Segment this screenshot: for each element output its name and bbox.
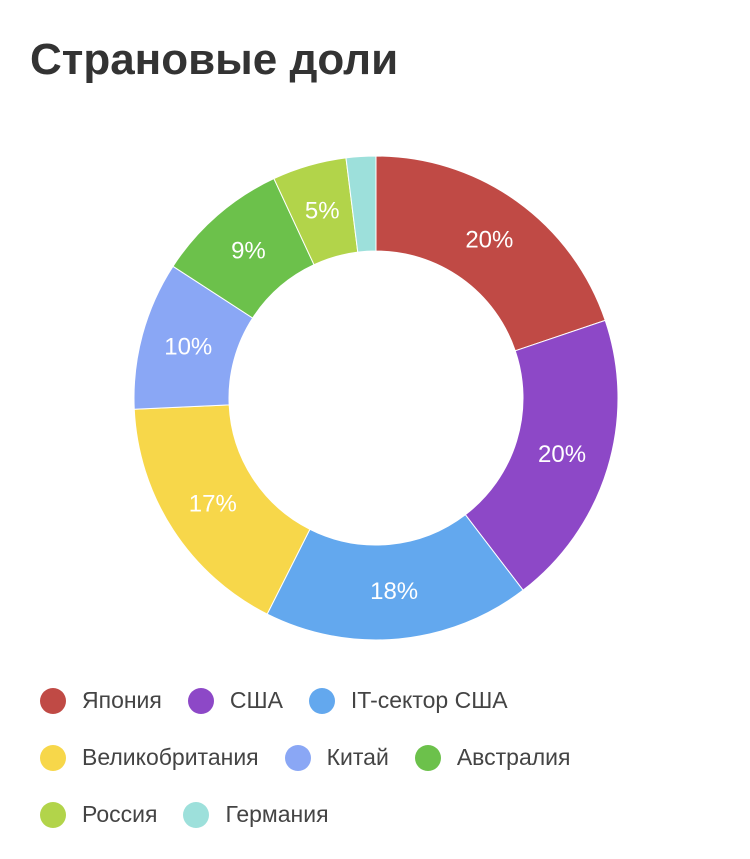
legend-item-germany[interactable]: Германия bbox=[183, 801, 329, 828]
legend-item-china[interactable]: Китай bbox=[284, 744, 389, 771]
legend-label-russia: Россия bbox=[82, 801, 158, 827]
legend-swatch-japan bbox=[40, 687, 66, 714]
legend-swatch-russia bbox=[40, 801, 66, 828]
legend-swatch-germany bbox=[183, 801, 210, 828]
data-label-usa-it: 18% bbox=[370, 578, 418, 605]
legend-item-usa[interactable]: США bbox=[187, 687, 283, 714]
data-labels-group: 20% 20% 18% 17% 10% 9% 5% bbox=[164, 198, 586, 606]
legend-item-usa-it[interactable]: IT-сектор США bbox=[308, 687, 508, 714]
legend-item-russia[interactable]: Россия bbox=[40, 801, 157, 828]
legend-swatch-usa bbox=[187, 687, 214, 714]
data-label-russia: 5% bbox=[305, 198, 340, 225]
legend-swatch-australia bbox=[414, 744, 441, 771]
legend-item-uk[interactable]: Великобритания bbox=[40, 744, 259, 771]
slice-usa[interactable] bbox=[464, 319, 619, 591]
legend-label-usa-it: IT-сектор США bbox=[350, 687, 508, 713]
legend-swatch-china bbox=[284, 744, 311, 771]
data-label-uk: 17% bbox=[189, 490, 237, 517]
legend-item-japan[interactable]: Япония bbox=[40, 687, 162, 714]
legend-item-australia[interactable]: Австралия bbox=[414, 744, 571, 771]
legend-swatch-uk bbox=[40, 744, 66, 771]
data-label-usa: 20% bbox=[538, 441, 586, 468]
chart-legend: Япония США IT-сектор США Великобритания … bbox=[40, 672, 720, 843]
legend-label-usa: США bbox=[229, 687, 283, 713]
data-label-japan: 20% bbox=[465, 226, 513, 253]
slice-germany[interactable] bbox=[345, 155, 377, 253]
data-label-australia: 9% bbox=[231, 238, 266, 265]
legend-row-1: Япония США IT-сектор США bbox=[40, 672, 720, 729]
data-label-china: 10% bbox=[164, 334, 212, 361]
legend-label-germany: Германия bbox=[225, 801, 329, 827]
slices-group bbox=[133, 155, 619, 641]
chart-title: Страновые доли bbox=[30, 35, 399, 84]
legend-label-china: Китай bbox=[326, 744, 389, 770]
legend-label-uk: Великобритания bbox=[82, 744, 259, 770]
legend-label-japan: Япония bbox=[82, 687, 162, 713]
slice-japan[interactable] bbox=[375, 155, 606, 352]
legend-label-australia: Австралия bbox=[456, 744, 571, 770]
donut-chart: 20% 20% 18% 17% 10% 9% 5% bbox=[133, 155, 619, 641]
legend-swatch-usa-it bbox=[308, 687, 335, 714]
legend-row-2: Великобритания Китай Австралия bbox=[40, 729, 720, 786]
legend-row-3: Россия Германия bbox=[40, 786, 720, 843]
